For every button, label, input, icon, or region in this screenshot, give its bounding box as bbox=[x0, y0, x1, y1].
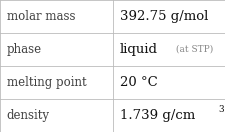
Text: density: density bbox=[7, 109, 50, 122]
Text: 1.739 g/cm: 1.739 g/cm bbox=[119, 109, 194, 122]
Text: liquid: liquid bbox=[119, 43, 157, 56]
Text: melting point: melting point bbox=[7, 76, 86, 89]
Text: 392.75 g/mol: 392.75 g/mol bbox=[119, 10, 207, 23]
Text: 20 °C: 20 °C bbox=[119, 76, 157, 89]
Text: phase: phase bbox=[7, 43, 42, 56]
Text: 3: 3 bbox=[217, 105, 223, 114]
Text: (at STP): (at STP) bbox=[173, 45, 213, 54]
Text: molar mass: molar mass bbox=[7, 10, 75, 23]
